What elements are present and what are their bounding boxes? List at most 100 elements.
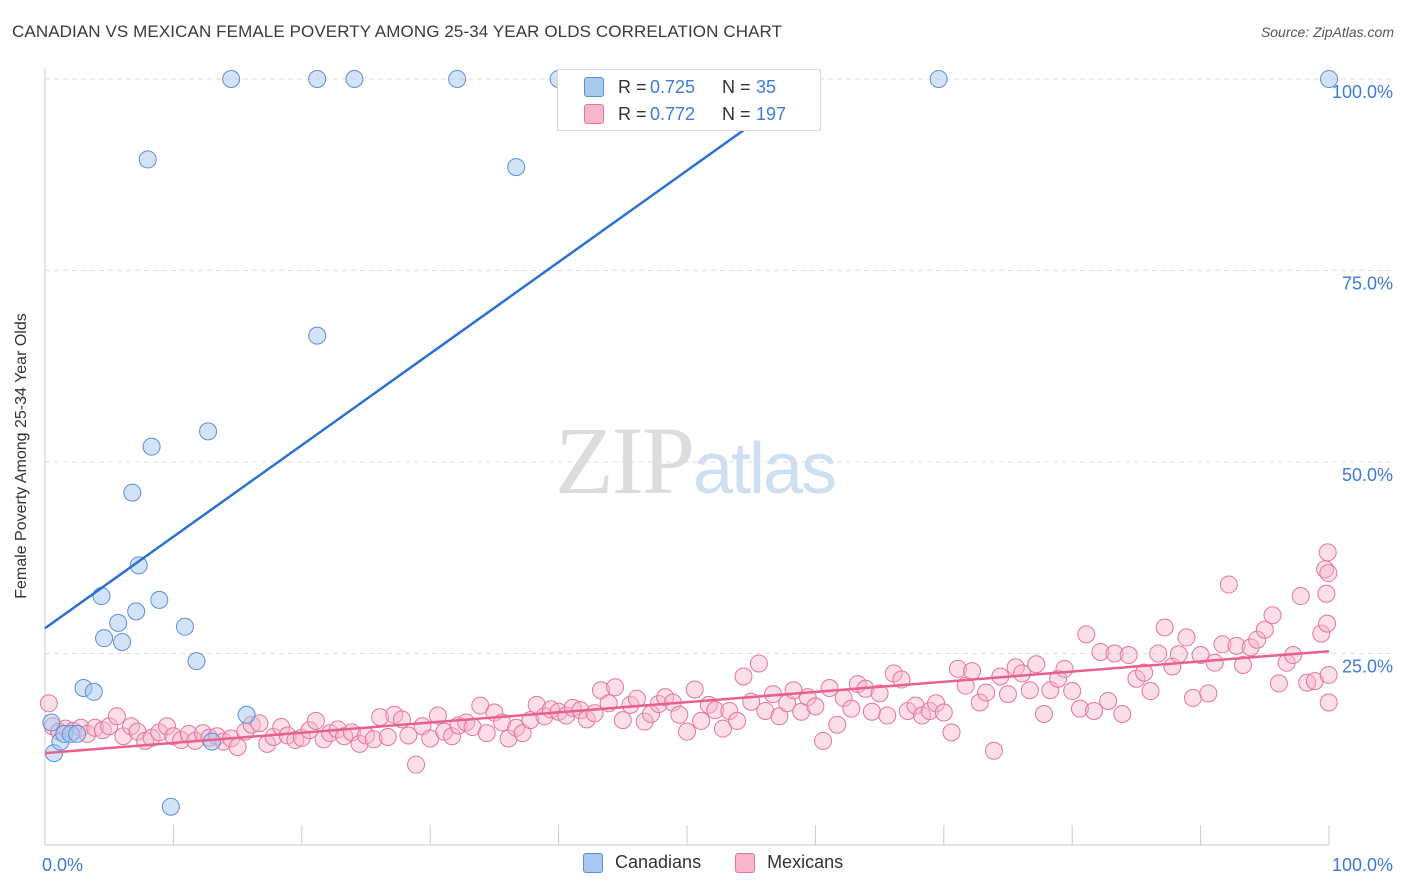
data-point-mexicans (720, 701, 739, 720)
data-point-mexicans (613, 711, 632, 730)
x-tick-label: 0.0% (42, 855, 83, 875)
data-point-mexicans (1091, 642, 1110, 661)
data-point-canadians (92, 587, 111, 606)
data-point-mexicans (977, 683, 996, 702)
data-point-canadians (129, 556, 148, 575)
data-point-mexicans (1034, 705, 1053, 724)
data-point-mexicans (264, 727, 283, 746)
data-point-mexicans (300, 721, 319, 740)
data-point-mexicans (1227, 636, 1246, 655)
data-point-mexicans (1183, 688, 1202, 707)
canadians-r-label: R = (618, 76, 647, 97)
data-point-mexicans (734, 667, 753, 686)
data-point-mexicans (1255, 620, 1274, 639)
data-point-mexicans (114, 727, 133, 746)
data-point-mexicans (670, 705, 689, 724)
data-point-mexicans (1191, 646, 1210, 665)
y-tick-label: 25.0% (1342, 657, 1393, 677)
data-point-canadians (109, 613, 128, 632)
mexicans-legend-swatch (735, 852, 756, 873)
data-point-canadians (345, 70, 364, 88)
data-point-canadians (237, 705, 256, 724)
data-point-mexicans (1149, 644, 1168, 663)
mexicans-swatch (584, 104, 604, 124)
data-point-mexicans (1135, 663, 1154, 682)
data-point-mexicans (1049, 669, 1068, 688)
data-point-mexicans (942, 723, 961, 742)
legend-item-mexicans[interactable]: Mexicans (735, 852, 843, 873)
y-tick-label: 75.0% (1342, 274, 1393, 294)
data-point-mexicans (585, 704, 604, 723)
data-point-canadians (68, 724, 87, 743)
data-point-mexicans (306, 711, 325, 730)
data-point-mexicans (499, 729, 518, 748)
tick-labels: 25.0% 50.0% 75.0% 100.0% 0.0% 100.0% (42, 82, 1393, 875)
correlation-legend: R = 0.725 N = 35 R = 0.772 N = 197 (557, 69, 821, 131)
data-point-mexicans (756, 701, 775, 720)
data-point-mexicans (806, 697, 825, 716)
data-point-mexicans (862, 702, 881, 721)
data-point-mexicans (1063, 682, 1082, 701)
data-point-mexicans (1177, 628, 1196, 647)
data-point-mexicans (1099, 691, 1118, 710)
data-point-mexicans (828, 715, 847, 734)
data-point-mexicans (1319, 564, 1338, 583)
data-point-canadians (199, 422, 218, 441)
data-point-mexicans (1105, 644, 1124, 663)
data-point-mexicans (842, 699, 861, 718)
data-point-canadians (308, 70, 327, 88)
data-point-mexicans (1298, 673, 1317, 692)
data-point-mexicans (1248, 630, 1267, 649)
data-point-mexicans (878, 706, 897, 725)
canadians-n-value: 35 (756, 76, 777, 97)
data-point-canadians (202, 732, 221, 751)
data-point-mexicans (984, 741, 1003, 760)
data-point-mexicans (1077, 625, 1096, 644)
canadians-legend-label: Canadians (615, 852, 702, 872)
data-point-mexicans (100, 717, 119, 736)
series-legend: Canadians Mexicans (583, 852, 877, 873)
legend-item-canadians[interactable]: Canadians (583, 852, 701, 873)
data-point-mexicans (399, 726, 418, 745)
canadians-swatch (584, 77, 604, 97)
data-point-canadians (113, 633, 132, 652)
data-point-mexicans (814, 731, 833, 750)
data-point-mexicans (706, 701, 725, 720)
y-axis-label: Female Poverty Among 25-34 Year Olds (13, 313, 30, 599)
data-point-mexicans (1155, 618, 1174, 637)
data-point-mexicans (250, 714, 269, 733)
data-point-mexicans (1119, 646, 1138, 665)
canadians-r-value: 0.725 (650, 76, 696, 97)
data-point-mexicans (1291, 587, 1310, 606)
data-point-mexicans (713, 719, 732, 738)
data-point-canadians (123, 483, 142, 502)
watermark-zip: ZIP (555, 407, 695, 514)
data-point-mexicans (1020, 681, 1039, 700)
y-tick-label: 50.0% (1342, 465, 1393, 485)
mexicans-n-label: N = (722, 103, 751, 124)
data-point-mexicans (1317, 584, 1336, 603)
data-point-mexicans (364, 730, 383, 749)
data-point-mexicans (606, 678, 625, 697)
data-point-mexicans (1318, 614, 1337, 633)
data-point-mexicans (692, 711, 711, 730)
source-credit: Source: ZipAtlas.com (1260, 24, 1394, 40)
data-point-mexicans (1085, 701, 1104, 720)
trend-line-canadians (44, 77, 817, 630)
mexicans-legend-label: Mexicans (767, 852, 844, 872)
data-point-mexicans (999, 685, 1017, 704)
data-point-mexicans (1241, 638, 1260, 657)
data-point-canadians (161, 797, 180, 816)
data-point-mexicans (157, 717, 176, 736)
data-point-mexicans (477, 724, 496, 743)
data-point-mexicans (948, 659, 967, 678)
data-point-mexicans (1319, 665, 1338, 684)
data-point-mexicans (1319, 693, 1338, 712)
data-point-canadians (187, 652, 206, 671)
x-tick-label: 100.0% (1332, 855, 1393, 875)
data-point-mexicans (963, 662, 982, 681)
canadians-points (42, 70, 1338, 816)
mexicans-n-value: 197 (756, 103, 787, 124)
data-point-mexicans (635, 712, 654, 731)
